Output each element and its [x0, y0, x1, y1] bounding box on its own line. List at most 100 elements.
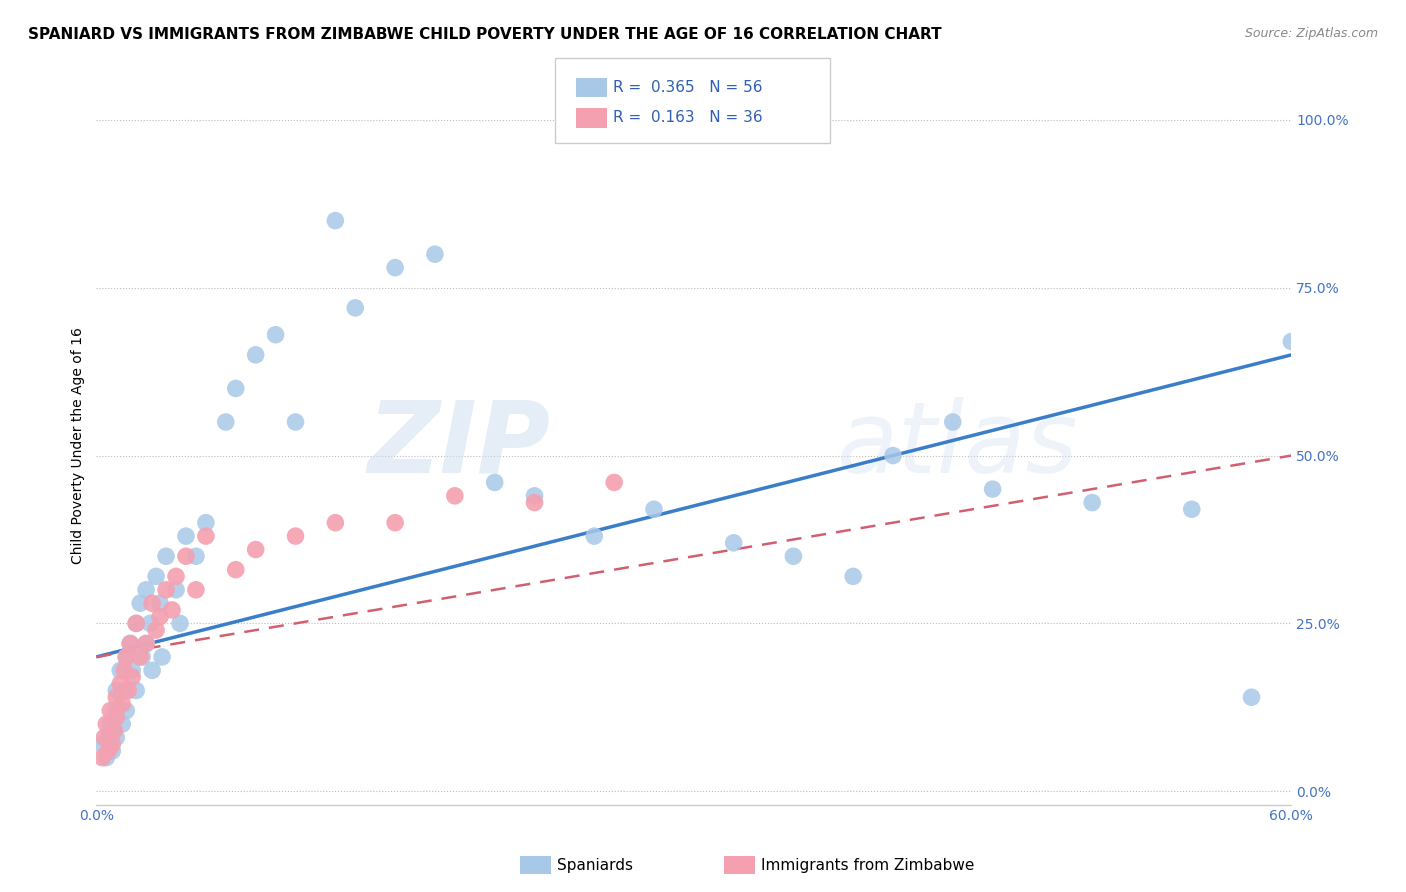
Point — [643, 502, 665, 516]
Point — [139, 616, 162, 631]
Point — [115, 649, 138, 664]
Point — [91, 737, 114, 751]
Point — [112, 664, 135, 678]
Point — [125, 616, 148, 631]
Point — [101, 737, 124, 751]
Point — [103, 723, 125, 738]
Point — [98, 704, 121, 718]
Point — [121, 664, 143, 678]
Text: Spaniards: Spaniards — [557, 858, 633, 872]
Point — [105, 710, 128, 724]
Text: R =  0.365   N = 56: R = 0.365 N = 56 — [613, 80, 762, 95]
Point — [135, 636, 157, 650]
Point — [184, 582, 207, 597]
Text: Source: ZipAtlas.com: Source: ZipAtlas.com — [1244, 27, 1378, 40]
Point — [169, 616, 191, 631]
Point — [1181, 502, 1204, 516]
Point — [115, 683, 138, 698]
Point — [111, 697, 134, 711]
Y-axis label: Child Poverty Under the Age of 16: Child Poverty Under the Age of 16 — [72, 327, 86, 564]
Point — [942, 415, 965, 429]
Point — [523, 495, 546, 509]
Point — [125, 683, 148, 698]
Point — [155, 582, 177, 597]
Point — [145, 569, 167, 583]
Point — [174, 549, 197, 564]
Point — [150, 649, 173, 664]
Point — [160, 603, 183, 617]
Point — [245, 348, 267, 362]
Point — [384, 260, 406, 275]
Point — [1279, 334, 1302, 349]
Point — [194, 516, 217, 530]
Point — [145, 623, 167, 637]
Point — [842, 569, 865, 583]
Point — [225, 381, 247, 395]
Point — [103, 723, 125, 738]
Point — [782, 549, 804, 564]
Point — [129, 649, 152, 664]
Point — [284, 529, 307, 543]
Point — [105, 704, 128, 718]
Point — [97, 744, 120, 758]
Point — [215, 415, 238, 429]
Point — [155, 549, 177, 564]
Point — [194, 529, 217, 543]
Point — [110, 664, 132, 678]
Text: atlas: atlas — [837, 397, 1078, 494]
Point — [135, 636, 157, 650]
Point — [284, 415, 307, 429]
Point — [603, 475, 626, 490]
Text: R =  0.163   N = 36: R = 0.163 N = 36 — [613, 111, 762, 125]
Point — [110, 677, 132, 691]
Point — [384, 516, 406, 530]
Point — [325, 516, 347, 530]
Point — [105, 683, 128, 698]
Point — [117, 683, 139, 698]
Point — [98, 717, 121, 731]
Point — [96, 750, 118, 764]
Point — [149, 609, 172, 624]
Point — [325, 213, 347, 227]
Point — [723, 536, 745, 550]
Point — [444, 489, 467, 503]
Point — [264, 327, 287, 342]
Point — [131, 649, 153, 664]
Point — [141, 664, 163, 678]
Point — [121, 670, 143, 684]
Text: ZIP: ZIP — [367, 397, 550, 494]
Point — [1240, 690, 1263, 705]
Point — [141, 596, 163, 610]
Point — [225, 563, 247, 577]
Point — [120, 636, 142, 650]
Point — [423, 247, 446, 261]
Point — [149, 596, 172, 610]
Point — [174, 529, 197, 543]
Text: Immigrants from Zimbabwe: Immigrants from Zimbabwe — [761, 858, 974, 872]
Point — [101, 744, 124, 758]
Point — [165, 569, 187, 583]
Point — [981, 482, 1004, 496]
Point — [165, 582, 187, 597]
Point — [135, 582, 157, 597]
Point — [120, 636, 142, 650]
Point — [115, 649, 138, 664]
Point — [184, 549, 207, 564]
Point — [96, 717, 118, 731]
Point — [344, 301, 367, 315]
Point — [105, 690, 128, 705]
Point — [93, 731, 115, 745]
Point — [523, 489, 546, 503]
Point — [129, 596, 152, 610]
Point — [97, 731, 120, 745]
Point — [245, 542, 267, 557]
Point — [115, 704, 138, 718]
Point — [882, 449, 904, 463]
Point — [583, 529, 606, 543]
Point — [125, 616, 148, 631]
Point — [91, 750, 114, 764]
Point — [1081, 495, 1104, 509]
Point — [484, 475, 506, 490]
Point — [111, 717, 134, 731]
Text: SPANIARD VS IMMIGRANTS FROM ZIMBABWE CHILD POVERTY UNDER THE AGE OF 16 CORRELATI: SPANIARD VS IMMIGRANTS FROM ZIMBABWE CHI… — [28, 27, 942, 42]
